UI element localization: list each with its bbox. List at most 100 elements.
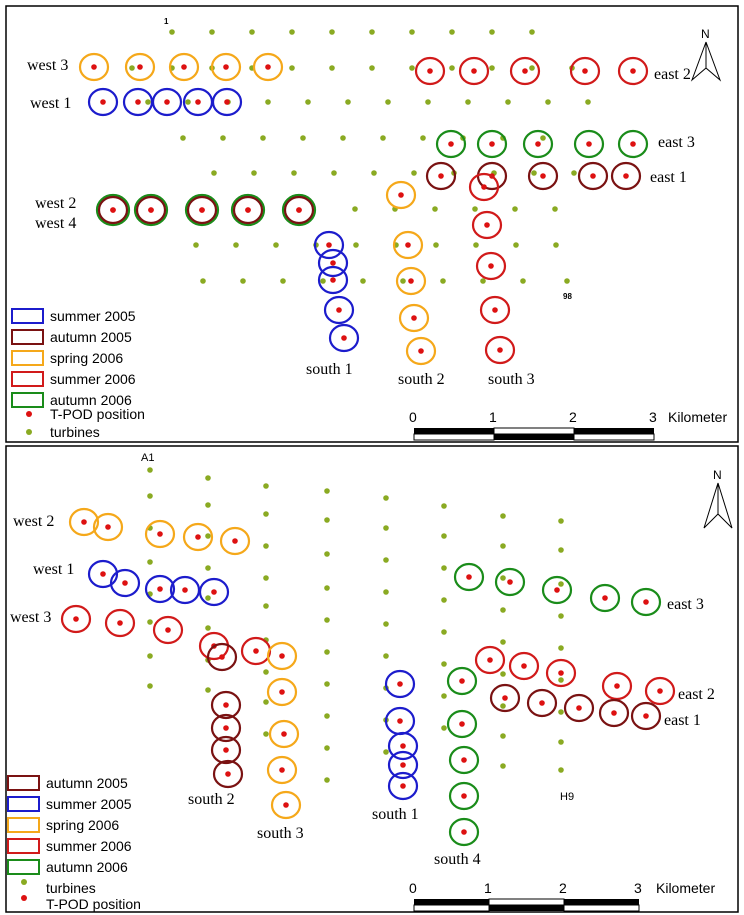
turbine <box>353 242 359 248</box>
turbine <box>558 739 564 745</box>
tpod-position <box>211 589 217 595</box>
tpod-position <box>535 141 541 147</box>
tpod-survey-circle <box>198 577 230 607</box>
legend-label: turbines <box>50 424 100 440</box>
tpod-position <box>100 99 106 105</box>
turbine <box>500 703 506 709</box>
legend-swatch-autumn-2006 <box>11 392 44 408</box>
tpod-survey-circle <box>95 193 131 227</box>
turbine <box>449 29 455 35</box>
tpod-position <box>232 538 238 544</box>
tpod-position <box>181 64 187 70</box>
tpod-position <box>296 207 302 213</box>
tpod-survey-circle <box>387 771 419 801</box>
tpod-survey-circle <box>252 52 284 82</box>
area-label-east-1: east 1 <box>650 169 687 186</box>
legend-label: summer 2006 <box>46 838 132 854</box>
tpod-survey-circle <box>526 688 558 718</box>
tpod-position <box>411 315 417 321</box>
tpod-position <box>165 627 171 633</box>
tpod-position <box>461 793 467 799</box>
turbine <box>360 278 366 284</box>
tpod-position <box>157 531 163 537</box>
tpod-position <box>489 141 495 147</box>
turbine <box>369 65 375 71</box>
turbine <box>489 65 495 71</box>
tpod-survey-circle <box>630 587 662 617</box>
tpod-position <box>105 524 111 530</box>
tpod-position <box>554 587 560 593</box>
turbine <box>558 547 564 553</box>
turbine <box>545 99 551 105</box>
tpod-survey-circle <box>169 575 201 605</box>
tpod-position <box>582 68 588 74</box>
tpod-survey-circle <box>573 129 605 159</box>
legend-label: spring 2006 <box>50 350 123 366</box>
tpod-survey-circle <box>281 193 317 227</box>
tpod-position <box>438 173 444 179</box>
legend-label: summer 2005 <box>50 308 136 324</box>
tpod-survey-circle <box>283 195 315 225</box>
area-label-south-2: south 2 <box>398 371 445 388</box>
turbine <box>240 278 246 284</box>
turbine <box>513 242 519 248</box>
area-label-south-2: south 2 <box>188 791 235 808</box>
turbine <box>500 607 506 613</box>
turbine <box>352 206 358 212</box>
tpod-survey-circle <box>476 129 508 159</box>
tpod-survey-circle <box>144 574 176 604</box>
legend-label: autumn 2005 <box>46 775 128 791</box>
turbine <box>425 99 431 105</box>
tpod-position <box>253 648 259 654</box>
area-label-south-3: south 3 <box>257 825 304 842</box>
tpod-survey-circle <box>266 641 298 671</box>
turbine <box>432 206 438 212</box>
turbine <box>441 661 447 667</box>
scale-unit: Kilometer <box>668 409 727 425</box>
scale-label: 1 <box>484 880 492 896</box>
area-label-west-4: west 4 <box>35 215 76 232</box>
turbine <box>145 99 151 105</box>
legend-swatch-autumn-2005 <box>11 329 44 345</box>
tpod-position <box>507 579 513 585</box>
tpod-position <box>157 586 163 592</box>
turbine <box>473 242 479 248</box>
tpod-position <box>81 519 87 525</box>
tpod-survey-circle <box>328 323 360 353</box>
tpod-position <box>223 747 229 753</box>
turbine <box>420 135 426 141</box>
tpod-position <box>484 222 490 228</box>
tpod-survey-circle <box>210 713 242 743</box>
north-arrow-icon: N <box>690 27 722 82</box>
tpod-position <box>245 207 251 213</box>
tpod-survey-circle <box>392 230 424 260</box>
tpod-survey-circle <box>448 781 480 811</box>
tpod-survey-circle <box>211 87 243 117</box>
turbine <box>147 493 153 499</box>
turbine <box>180 135 186 141</box>
turbine <box>411 170 417 176</box>
tpod-survey-circle <box>601 671 633 701</box>
turbine <box>324 649 330 655</box>
area-label-west-1: west 1 <box>30 95 71 112</box>
turbine <box>369 29 375 35</box>
turbine <box>324 551 330 557</box>
turbine <box>558 677 564 683</box>
tpod-position <box>576 705 582 711</box>
tpod-position <box>122 580 128 586</box>
tpod-position <box>471 68 477 74</box>
turbine <box>169 29 175 35</box>
tpod-survey-circle <box>109 568 141 598</box>
tpod-position <box>558 670 564 676</box>
legend-swatch-autumn-2005 <box>7 775 40 791</box>
tpod-position <box>630 68 636 74</box>
tpod-survey-circle <box>124 52 156 82</box>
tpod-position <box>488 263 494 269</box>
turbine <box>251 170 257 176</box>
tpod-position <box>279 653 285 659</box>
tpod-position <box>330 277 336 283</box>
turbine <box>441 597 447 603</box>
turbine <box>500 763 506 769</box>
tpod-position <box>586 141 592 147</box>
turbine <box>291 170 297 176</box>
